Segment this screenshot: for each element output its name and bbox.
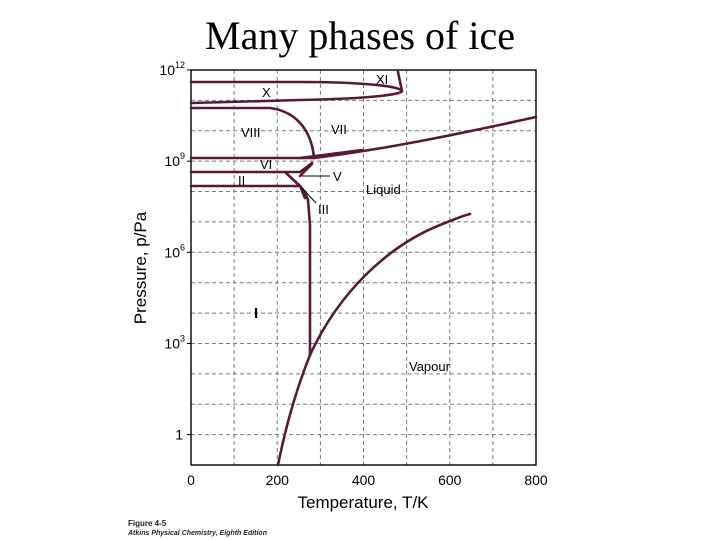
x-tick-label: 800 bbox=[524, 472, 548, 488]
y-tick-label: 103 bbox=[164, 333, 185, 351]
phase-label-x: X bbox=[262, 85, 271, 100]
x-tick-label: 600 bbox=[438, 472, 462, 488]
y-tick-label: 106 bbox=[164, 242, 185, 260]
boundary-viii-upper bbox=[189, 106, 316, 160]
boundary-x-xi bbox=[189, 80, 404, 105]
boundary-v-iii bbox=[298, 162, 314, 178]
y-tick-labels: 1012 109 106 103 1 bbox=[159, 60, 191, 443]
phase-label-vi: VI bbox=[260, 157, 272, 172]
boundary-liquid-vapour bbox=[308, 212, 472, 357]
figure-caption-source: Atkins Physical Chemistry, Eighth Editio… bbox=[128, 530, 267, 537]
x-tick-label: 200 bbox=[266, 472, 290, 488]
boundary-xi-vertical bbox=[396, 70, 404, 93]
figure-caption-title: Figure 4-5 bbox=[128, 519, 167, 528]
phase-boundaries bbox=[189, 70, 538, 467]
boundary-vi-ii bbox=[189, 161, 314, 174]
y-tick-label: 109 bbox=[164, 151, 185, 169]
x-tick-label: 0 bbox=[187, 472, 195, 488]
phase-label-v: V bbox=[333, 169, 342, 184]
y-axis-label: Pressure, p/Pa bbox=[131, 211, 150, 324]
boundary-sublimation bbox=[276, 353, 312, 467]
boundary-melting-high bbox=[312, 115, 538, 160]
x-tick-label: 400 bbox=[352, 472, 376, 488]
pointer-iii bbox=[301, 187, 317, 204]
phase-label-iii: III bbox=[318, 202, 329, 217]
y-tick-label: 1 bbox=[175, 427, 183, 443]
phase-label-liquid: Liquid bbox=[366, 182, 401, 197]
phase-label-vii: VII bbox=[331, 122, 347, 137]
x-tick-labels: 0 200 400 600 800 bbox=[187, 472, 548, 488]
x-axis-label: Temperature, T/K bbox=[297, 493, 429, 512]
y-tick-label: 1012 bbox=[159, 60, 185, 78]
phase-label-ii: II bbox=[238, 173, 245, 188]
phase-label-xi: XI bbox=[376, 72, 388, 87]
phase-label-vapour: Vapour bbox=[409, 359, 451, 374]
phase-label-viii: VIII bbox=[241, 125, 261, 140]
boundary-vi-vii-link bbox=[298, 148, 364, 160]
boundary-iii-vertical bbox=[298, 184, 312, 357]
slide-title: Many phases of ice bbox=[205, 13, 515, 58]
phase-label-i: I bbox=[254, 305, 258, 322]
plot-frame bbox=[190, 69, 537, 466]
